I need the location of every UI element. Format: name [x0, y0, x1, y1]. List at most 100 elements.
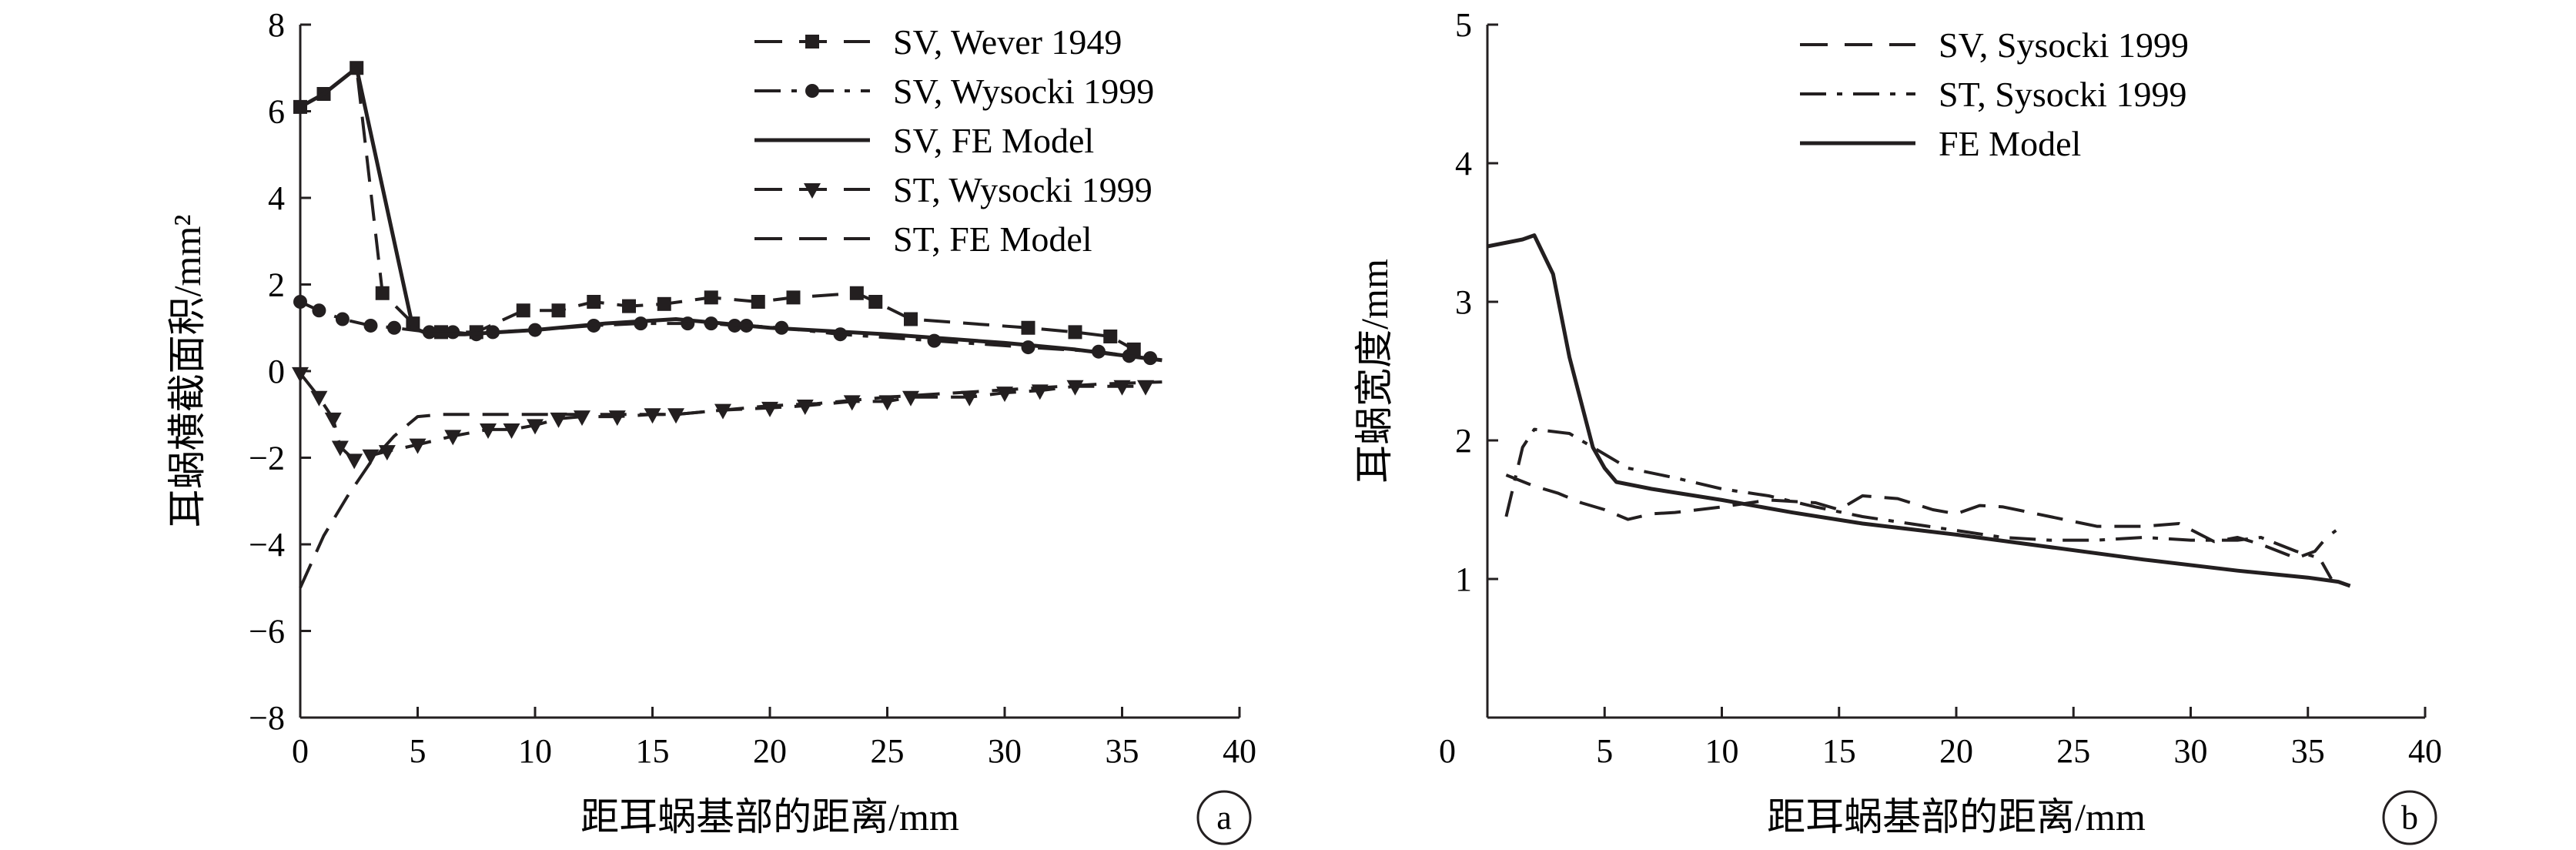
panel-a-data-point — [1103, 330, 1118, 343]
panel-a-data-point — [362, 449, 380, 465]
panel-a-legend-label: ST, Wysocki 1999 — [893, 170, 1153, 209]
panel-a-data-point — [878, 395, 896, 411]
panel-a-data-point — [363, 318, 378, 333]
panel-b: 距耳蜗基部的距离/mm 耳蜗宽度/mm b 0 5 10 15 20 25 30 35 4012… — [1353, 6, 2442, 845]
panel-a-xlabel: 距耳蜗基部的距离/mm — [580, 795, 959, 838]
panel-b-x-tick-label: 35 — [2291, 732, 2325, 770]
panel-b-y-tick-label: 3 — [1455, 283, 1472, 321]
panel-b-series-1 — [1505, 474, 2337, 560]
panel-a-legend-label: ST, FE Model — [893, 219, 1092, 259]
panel-a-data-point — [335, 312, 350, 326]
panel-a-legend-marker — [804, 183, 821, 199]
panel-a-data-point — [868, 295, 883, 309]
panel-a-data-point — [310, 390, 328, 407]
panel-b-x-tick-label: 15 — [1822, 732, 1856, 770]
panel-a-x-tick-label: 15 — [636, 732, 670, 770]
panel-a-data-point — [292, 366, 309, 383]
panel-a-y-tick-label: 0 — [268, 353, 285, 390]
panel-b-x-tick-label: 30 — [2174, 732, 2208, 770]
panel-b-label-circle — [2382, 790, 2437, 845]
panel-a-data-point — [961, 390, 979, 407]
panel-a-series-line — [299, 65, 1163, 363]
panel-b-x-tick-label: 40 — [2408, 732, 2442, 770]
panel-a-data-point — [527, 419, 544, 435]
panel-b-x-tick-label: 5 — [1596, 732, 1613, 770]
panel-a-data-point — [657, 296, 671, 311]
panel-b-legend-label: ST, Sysocki 1999 — [1939, 75, 2186, 114]
panel-b-y-tick-label: 1 — [1455, 561, 1472, 598]
panel-a-series-3 — [299, 65, 1163, 363]
panel-a-data-point — [587, 295, 601, 309]
panel-b-x-tick-label: 10 — [1705, 732, 1739, 770]
panel-a-series-5 — [299, 380, 1163, 589]
panel-a-x-tick-label: 40 — [1223, 732, 1256, 770]
panel-b-series-2 — [1504, 427, 2333, 580]
panel-a-data-point — [503, 423, 520, 439]
panel-a-series-line — [299, 380, 1163, 589]
panel-a-data-point — [444, 430, 462, 446]
panel-a-x-tick-label: 0 — [292, 732, 309, 770]
panel-a-y-tick-label: 2 — [268, 266, 285, 304]
panel-a-y-tick-label: 8 — [268, 6, 285, 44]
panel-a-series-line — [299, 66, 1135, 351]
panel-b-y-tick-label: 4 — [1455, 145, 1472, 182]
panel-a-data-point — [550, 412, 567, 428]
panel-a-data-point — [324, 412, 342, 428]
panel-b-series-line — [1504, 427, 2333, 580]
panel-a-data-point — [331, 440, 349, 457]
panel-b-xlabel: 距耳蜗基部的距离/mm — [1767, 795, 2146, 838]
panel-b-series-line — [1487, 233, 2351, 588]
panel-b-x-tick-label: 0 — [1439, 732, 1456, 770]
panel-b-legend-label: SV, Sysocki 1999 — [1939, 25, 2189, 65]
panel-a-y-tick-label: 6 — [268, 93, 285, 131]
panel-a-data-point — [849, 286, 864, 300]
panel-a-x-tick-label: 20 — [753, 732, 787, 770]
panel-b-y-tick-label: 2 — [1455, 422, 1472, 460]
panel-a-data-point — [1068, 325, 1082, 340]
panel-a-data-point — [346, 453, 363, 470]
panel-a-data-point — [1021, 320, 1035, 335]
panel-b-ylabel: 耳蜗宽度/mm — [1353, 259, 1396, 484]
panel-b-legend-label: FE Model — [1939, 124, 2081, 163]
panel-a-ylabel: 耳蜗横截面积/mm² — [166, 215, 209, 528]
panel-b-x-tick-label: 20 — [1939, 732, 1973, 770]
panel-a-data-point — [833, 327, 848, 342]
panel-a-y-tick-label: −6 — [249, 613, 285, 651]
panel-a-legend-marker — [805, 84, 819, 98]
panel-b-series-3 — [1487, 233, 2351, 588]
panel-a-label: a — [1216, 799, 1232, 837]
panel-a-data-point — [904, 312, 918, 326]
panel-a-legend-label: SV, Wysocki 1999 — [893, 72, 1154, 111]
panel-a-data-point — [312, 303, 326, 318]
panel-b-y-tick-label: 5 — [1455, 6, 1472, 44]
panel-a-data-point — [293, 295, 307, 309]
panel-a-x-tick-label: 10 — [518, 732, 552, 770]
panel-a-data-point — [714, 403, 731, 420]
panel-a-x-tick-label: 5 — [410, 732, 427, 770]
panel-a-data-point — [446, 325, 460, 340]
panel-a: 距耳蜗基部的距离/mm 耳蜗横截面积/mm² a 0 5 10 15 20 25 30 35 4… — [166, 6, 1256, 845]
panel-a-series-4 — [292, 366, 1154, 470]
panel-a-y-tick-label: −4 — [249, 526, 285, 564]
panel-a-data-point — [480, 423, 497, 439]
panel-a-series-line — [299, 300, 1151, 360]
panel-a-data-point — [409, 438, 427, 454]
panel-a-data-point — [786, 290, 801, 305]
panel-a-data-point — [551, 303, 566, 318]
panel-a-data-point — [1137, 380, 1154, 396]
panel-b-x-tick-label: 25 — [2056, 732, 2090, 770]
panel-a-data-point — [667, 408, 684, 424]
panel-a-y-tick-label: 4 — [268, 179, 285, 217]
panel-b-series-line — [1505, 474, 2337, 560]
panel-a-data-point — [387, 320, 401, 335]
panel-a-legend-label: SV, FE Model — [893, 121, 1094, 160]
panel-a-data-point — [375, 286, 390, 300]
panel-a-data-point — [622, 299, 636, 313]
panel-a-y-tick-label: −2 — [249, 440, 285, 477]
panel-a-label-circle — [1196, 790, 1252, 845]
panel-a-y-tick-label: −8 — [249, 699, 285, 737]
panel-a-x-tick-label: 30 — [988, 732, 1022, 770]
panel-a-legend-label: SV, Wever 1949 — [893, 22, 1122, 62]
panel-a-data-point — [516, 303, 530, 318]
